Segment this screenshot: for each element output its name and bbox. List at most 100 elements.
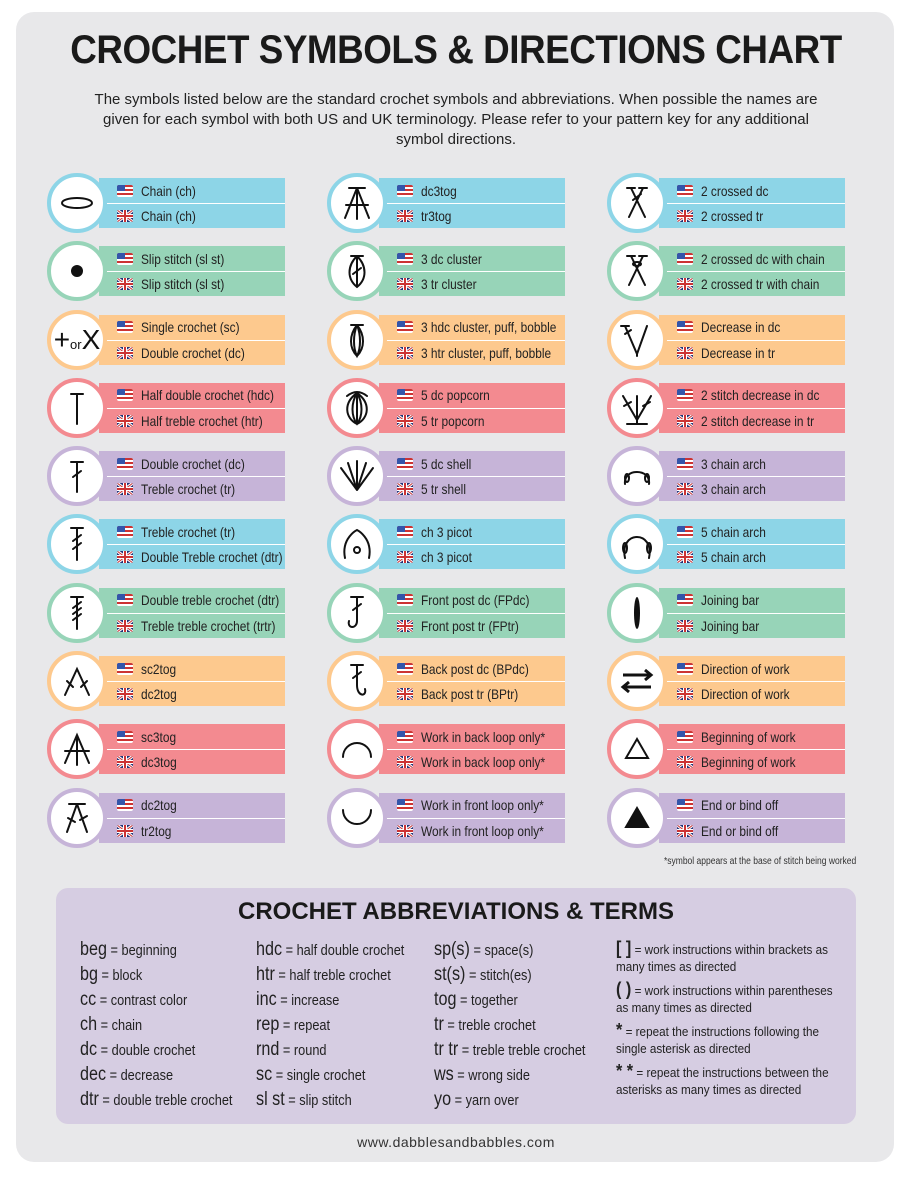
- symbol-names: 5 dc popcorn 5 tr popcorn: [379, 382, 565, 433]
- crossed-dc-chain-symbol-icon: [626, 255, 648, 287]
- us-term: 3 dc cluster: [379, 246, 565, 271]
- sc2tog-symbol-icon: [64, 666, 90, 697]
- symbol-names: sc2tog dc2tog: [99, 656, 285, 707]
- us-term-text: 2 crossed dc: [701, 182, 769, 199]
- puff-symbol-icon: [350, 323, 364, 358]
- symbol-column: Chain (ch) Chain (ch) Slip stitch (sl st…: [47, 173, 297, 859]
- uk-term: Joining bar: [659, 612, 845, 638]
- symbol-entry: 2 crossed dc 2 crossed tr: [607, 173, 857, 233]
- symbol-names: 3 chain arch 3 chain arch: [659, 451, 845, 502]
- us-flag-icon: [397, 799, 413, 812]
- symbol-names: Decrease in dc Decrease in tr: [659, 314, 845, 365]
- symbol-circle: [607, 651, 667, 712]
- back-loop-symbol-icon: [342, 742, 372, 759]
- abbreviation: hdc = half double crochet: [256, 939, 405, 960]
- uk-flag-icon: [677, 756, 693, 769]
- us-flag-icon: [677, 252, 693, 265]
- us-term: Work in back loop only*: [379, 724, 565, 749]
- symbol-definition: * = repeat the instructions following th…: [616, 1020, 820, 1056]
- uk-term: Treble crochet (tr): [99, 476, 285, 501]
- symbol-entry: Half double crochet (hdc) Half treble cr…: [47, 377, 297, 438]
- us-flag-icon: [677, 321, 693, 334]
- abbreviation: bg = block: [80, 964, 143, 985]
- dc-symbol-icon: [70, 461, 84, 494]
- uk-term: 3 tr cluster: [379, 271, 565, 296]
- us-term-text: Work in front loop only*: [421, 797, 544, 814]
- uk-term: Double Treble crochet (dtr): [99, 544, 285, 569]
- uk-term: Work in front loop only*: [379, 817, 565, 843]
- symbol-circle: [47, 377, 107, 438]
- us-flag-icon: [117, 594, 133, 607]
- us-term-text: Beginning of work: [701, 728, 796, 745]
- us-term: 2 stitch decrease in dc: [659, 383, 845, 408]
- us-term: Chain (ch): [99, 178, 285, 203]
- us-flag-icon: [117, 525, 133, 538]
- uk-term-text: Treble treble crochet (trtr): [141, 617, 276, 634]
- symbol-circle: [607, 514, 667, 575]
- uk-term-text: 5 chain arch: [701, 549, 766, 566]
- uk-term: 2 stitch decrease in tr: [659, 407, 845, 433]
- picot-symbol-icon: [343, 529, 371, 560]
- uk-term-text: dc2tog: [141, 686, 177, 703]
- symbol-names: dc2tog tr2tog: [99, 792, 285, 843]
- uk-flag-icon: [117, 278, 133, 291]
- 5ch-arch-symbol-icon: [622, 536, 652, 560]
- uk-term-text: 5 tr popcorn: [421, 412, 485, 429]
- us-flag-icon: [117, 730, 133, 743]
- symbol-circle: [327, 241, 387, 302]
- symbol-names: 2 stitch decrease in dc 2 stitch decreas…: [659, 382, 845, 433]
- us-term-text: 3 chain arch: [701, 455, 766, 472]
- us-term-text: Single crochet (sc): [141, 319, 240, 336]
- uk-term: tr2tog: [99, 817, 285, 843]
- symbol-entry: Double treble crochet (dtr) Treble trebl…: [47, 582, 297, 643]
- uk-term: 5 chain arch: [659, 544, 845, 569]
- abbreviation: tr = treble crochet: [434, 1014, 536, 1035]
- uk-flag-icon: [397, 278, 413, 291]
- uk-term: ch 3 picot: [379, 544, 565, 569]
- symbol-entry: sc2tog dc2tog: [47, 651, 297, 712]
- uk-term: Half treble crochet (htr): [99, 407, 285, 433]
- symbol-names: 3 dc cluster 3 tr cluster: [379, 246, 565, 297]
- symbol-entry: End or bind off End or bind off: [607, 787, 857, 848]
- symbol-circle: [327, 514, 387, 575]
- slip-stitch-symbol-icon: [71, 265, 83, 278]
- symbol-names: Single crochet (sc) Double crochet (dc): [99, 314, 285, 365]
- uk-flag-icon: [397, 483, 413, 496]
- symbol-circle: [47, 514, 107, 575]
- uk-term: dc3tog: [99, 749, 285, 774]
- uk-flag-icon: [117, 346, 133, 359]
- symbol-names: Joining bar Joining bar: [659, 587, 845, 638]
- symbol-entry: Decrease in dc Decrease in tr: [607, 309, 857, 370]
- abbreviation: dec = decrease: [80, 1064, 174, 1085]
- symbol-names: 5 chain arch 5 chain arch: [659, 519, 845, 570]
- abbreviation: sc = single crochet: [256, 1064, 366, 1085]
- uk-term-text: 2 crossed tr with chain: [701, 276, 820, 293]
- hdc-symbol-icon: [70, 392, 84, 425]
- front-loop-symbol-icon: [342, 808, 372, 825]
- abbreviation: sl st = slip stitch: [256, 1089, 352, 1110]
- back-post-symbol-icon: [350, 664, 367, 696]
- uk-term-text: 2 stitch decrease in tr: [701, 412, 815, 429]
- uk-term-text: tr2tog: [141, 822, 172, 839]
- dtr-symbol-icon: [70, 595, 84, 630]
- open-triangle-symbol-icon: [624, 737, 650, 760]
- us-term: 3 hdc cluster, puff, bobble: [379, 315, 565, 340]
- us-term: Double crochet (dc): [99, 451, 285, 476]
- uk-term: 5 tr popcorn: [379, 407, 565, 433]
- uk-flag-icon: [677, 551, 693, 564]
- us-flag-icon: [677, 662, 693, 675]
- us-term: 2 crossed dc with chain: [659, 246, 845, 271]
- uk-flag-icon: [677, 824, 693, 837]
- uk-flag-icon: [397, 551, 413, 564]
- symbol-circle: [327, 173, 387, 233]
- uk-term: Direction of work: [659, 681, 845, 706]
- uk-term-text: Slip stitch (sl st): [141, 276, 225, 293]
- us-term: 2 crossed dc: [659, 178, 845, 203]
- symbol-circle: [47, 173, 107, 233]
- us-flag-icon: [677, 730, 693, 743]
- abbreviation: sp(s) = space(s): [434, 939, 534, 960]
- symbol-circle: [47, 582, 107, 643]
- us-term: 5 dc shell: [379, 451, 565, 476]
- uk-term-text: Work in back loop only*: [421, 754, 546, 771]
- us-term: Double treble crochet (dtr): [99, 588, 285, 613]
